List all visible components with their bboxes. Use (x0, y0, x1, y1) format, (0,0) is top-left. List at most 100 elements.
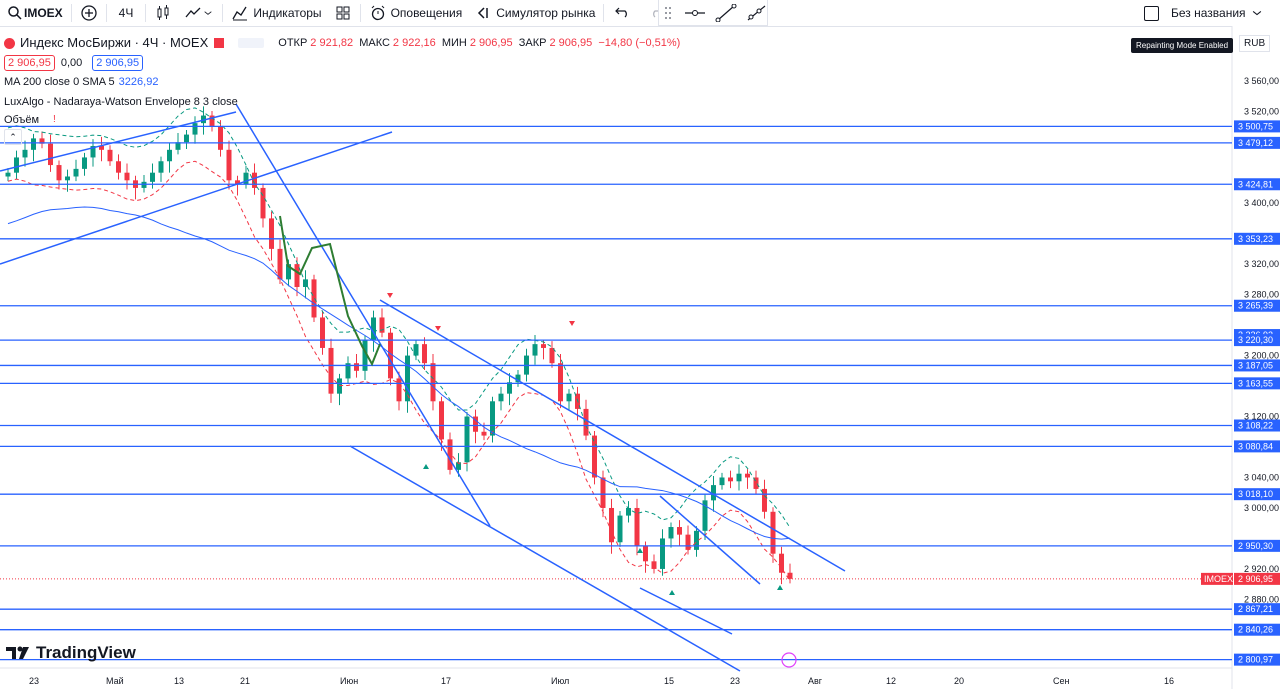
symbol-label: IMOEX (24, 6, 63, 20)
candle-body (99, 146, 104, 150)
horizontal-line-icon[interactable] (683, 4, 707, 22)
level-price-tag (1234, 539, 1280, 552)
candle-body (447, 439, 453, 470)
candles-type-button[interactable] (148, 0, 178, 26)
currency-selector[interactable]: RUB (1239, 35, 1271, 52)
candle-body (787, 572, 793, 579)
trend-line-drawing (379, 299, 846, 572)
candle-body (515, 374, 521, 383)
buy-marker (637, 548, 643, 553)
layout-name-button[interactable]: Без названия (1138, 0, 1270, 26)
candle-body (201, 115, 206, 124)
x-tick-label: Май (106, 676, 124, 686)
layout-checkbox[interactable] (1144, 5, 1159, 21)
candle-body (430, 363, 436, 402)
events-lightning-icon (781, 652, 797, 668)
sell-marker (387, 293, 393, 298)
open-value: 2 921,82 (310, 37, 354, 49)
candle-body (209, 115, 215, 127)
level-price-label: 3 108,22 (1238, 421, 1273, 431)
drawing-toolbar (658, 0, 768, 26)
eye-toggle-icon[interactable] (238, 38, 265, 48)
level-price-label: 2 950,30 (1238, 541, 1273, 551)
compare-button[interactable] (74, 0, 104, 26)
flag-icon[interactable] (214, 38, 225, 48)
candle-body (107, 149, 113, 162)
candle-body (252, 172, 257, 188)
candle-body (269, 218, 274, 249)
undo-icon (615, 7, 628, 18)
candle-body (158, 161, 164, 173)
level-price-tag (1234, 377, 1280, 390)
candle-body (439, 401, 444, 440)
envelope-signal-curve (279, 215, 381, 367)
sell-marker (435, 326, 441, 331)
rewind-icon (478, 7, 488, 19)
x-tick-label: 16 (1164, 676, 1174, 686)
level-price-label: 3 080,84 (1238, 441, 1273, 451)
alerts-button[interactable]: Оповещения (363, 0, 469, 26)
level-price-label: 3 265,39 (1238, 301, 1273, 311)
y-tick-label: 3 400,00 (1244, 198, 1279, 208)
trend-line-drawing (0, 131, 393, 265)
x-tick-label: 23 (730, 676, 740, 686)
drag-handle-icon[interactable] (663, 4, 673, 22)
change-value: −14,80 (−0,51%) (598, 37, 681, 49)
x-tick-label: 13 (174, 676, 184, 686)
trend-line-icon[interactable] (715, 3, 737, 22)
candle-body (549, 347, 555, 364)
undo-button[interactable] (606, 0, 640, 26)
candle-body (413, 344, 419, 356)
level-price-tag (1234, 120, 1280, 133)
replay-button[interactable]: Симулятор рынка (468, 0, 601, 26)
level-price-tag (1234, 359, 1280, 372)
candle-body (643, 546, 648, 562)
alert-badge: ! (53, 114, 56, 125)
status-dot (4, 37, 15, 49)
candle-body (422, 344, 427, 364)
candle-body (702, 500, 708, 531)
candle-body (719, 477, 725, 486)
candle-body (490, 401, 495, 436)
ask-box[interactable]: 2 906,95 (92, 55, 144, 71)
layouts-button[interactable] (328, 0, 358, 26)
candle-body (48, 143, 53, 166)
price-chart[interactable]: 3 560,00 3 520,00 3 400,00 3 320,00 3 280,00… (0, 26, 1280, 689)
candle-body (660, 538, 665, 569)
candle-body (668, 527, 674, 539)
collapse-legend-button[interactable]: ⌃ (4, 129, 22, 145)
close-label: ЗАКР (518, 37, 547, 49)
ma-value: 3226,92 (118, 76, 159, 88)
candle-body (464, 416, 470, 463)
buy-marker (669, 590, 675, 595)
symbol-search-button[interactable]: IMOEX (0, 0, 69, 26)
line-chart-button[interactable] (178, 0, 220, 26)
x-tick-label: 20 (954, 676, 964, 686)
candle-body (337, 378, 342, 394)
candle-body (345, 363, 351, 379)
candle-body (609, 507, 614, 543)
candle-body (473, 416, 478, 432)
grid-icon (336, 6, 350, 20)
candles-icon (157, 5, 169, 20)
indicators-button[interactable]: Индикаторы (225, 0, 327, 26)
chevron-down-icon (204, 11, 212, 15)
level-price-tag (1234, 440, 1280, 453)
tradingview-logo[interactable]: TradingView (6, 643, 136, 663)
candle-body (481, 431, 487, 436)
replay-label: Симулятор рынка (496, 6, 596, 20)
envelope-legend-row[interactable]: LuxAlgo - Nadaraya-Watson Envelope 8 3 c… (4, 95, 683, 109)
bid-box[interactable]: 2 906,95 (4, 55, 55, 71)
ray-icon[interactable] (745, 4, 767, 22)
trend-line-drawing (639, 587, 733, 635)
interval-button[interactable]: 4Ч (109, 0, 144, 26)
candle-body (5, 172, 11, 177)
indicators-label: Индикаторы (253, 6, 322, 20)
ma-legend-row[interactable]: MA 200 close 0 SMA 5 3226,92 (4, 75, 683, 89)
volume-legend-row[interactable]: Объём ! (4, 113, 683, 127)
trend-line-drawing (349, 445, 741, 672)
chart-legend: Индекс МосБиржи · 4Ч · MOEX ОТКР 2 921,82… (4, 36, 683, 145)
repainting-tooltip: Repainting Mode Enabled (1131, 38, 1234, 53)
candle-body (634, 507, 640, 547)
level-price-tag (1234, 419, 1280, 432)
